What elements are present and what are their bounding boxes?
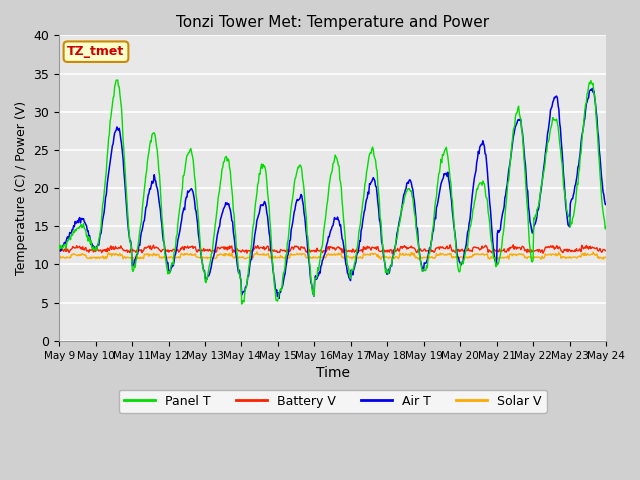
Title: Tonzi Tower Met: Temperature and Power: Tonzi Tower Met: Temperature and Power	[176, 15, 489, 30]
Y-axis label: Temperature (C) / Power (V): Temperature (C) / Power (V)	[15, 101, 28, 275]
X-axis label: Time: Time	[316, 366, 349, 380]
Text: TZ_tmet: TZ_tmet	[67, 45, 125, 58]
Legend: Panel T, Battery V, Air T, Solar V: Panel T, Battery V, Air T, Solar V	[118, 390, 547, 413]
